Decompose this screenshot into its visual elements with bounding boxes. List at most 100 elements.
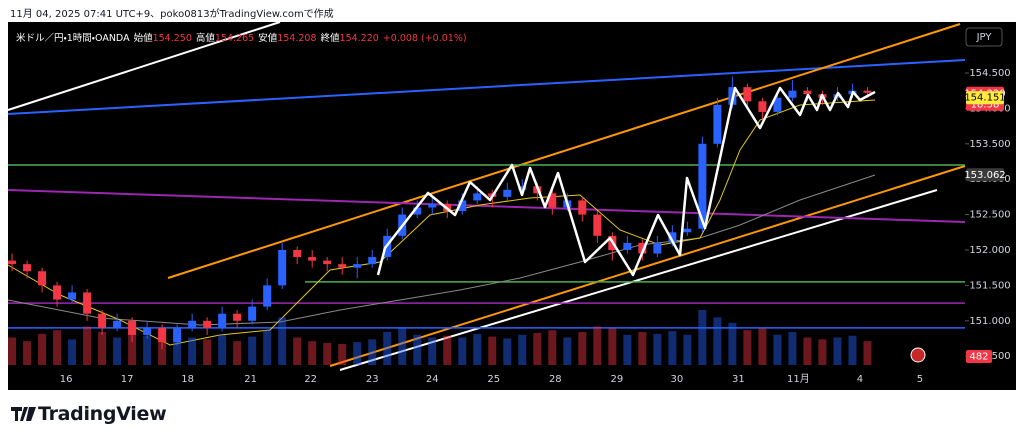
volume-bar	[293, 337, 302, 365]
volume-bar	[593, 326, 602, 365]
volume-bar	[443, 335, 452, 365]
candle-body	[578, 200, 587, 215]
candle-body	[248, 306, 257, 321]
x-tick-label: 21	[244, 374, 257, 385]
price-label: 154.151	[964, 93, 1005, 104]
candle-body	[173, 327, 182, 343]
volume-bar	[143, 335, 152, 365]
volume-label: 482	[969, 352, 988, 363]
price-label-bg	[966, 168, 1004, 182]
y-tick-label: 151.000	[969, 316, 1010, 327]
candle-body	[8, 260, 17, 265]
y-tick-label: 154.500	[969, 68, 1010, 79]
x-tick-label: 18	[181, 374, 194, 385]
volume-bar	[668, 331, 677, 365]
volume-bar	[758, 328, 767, 365]
x-tick-label: 23	[366, 374, 379, 385]
volume-bar	[848, 335, 857, 365]
trend-line	[7, 59, 966, 115]
volume-bar	[518, 334, 527, 365]
price-label-bg	[966, 91, 1004, 105]
candle-body	[698, 143, 707, 229]
ohlc-name: 始値	[133, 33, 153, 44]
y-tick-label: 152.500	[969, 210, 1010, 221]
volume-bar	[53, 330, 62, 365]
volume-bar	[338, 343, 347, 365]
candle-body	[188, 320, 197, 328]
zigzag	[376, 86, 876, 277]
event-flag	[910, 347, 926, 363]
candle-body	[548, 193, 557, 208]
candle-body	[53, 285, 62, 300]
candle-body	[653, 242, 662, 254]
candle-body	[113, 320, 122, 328]
volume-bar	[233, 341, 242, 365]
candle-body	[593, 214, 602, 236]
candle-body	[458, 200, 467, 212]
candle-body	[143, 327, 152, 335]
volume-bar	[698, 310, 707, 365]
x-tick-label: 30	[670, 374, 683, 385]
candle-body	[788, 90, 797, 98]
currency-box	[965, 27, 1003, 47]
candle-body	[518, 186, 527, 190]
ma-slow	[7, 174, 876, 326]
volume-bar	[188, 337, 197, 365]
symbol: 米ドル／円・1時間・OANDA	[16, 33, 130, 44]
currency: JPY	[976, 32, 993, 43]
volume-bar	[173, 332, 182, 365]
ma-fast	[7, 99, 876, 346]
y-tick-label: 152.000	[969, 245, 1010, 256]
volume-bar	[23, 341, 32, 365]
x-tick-label: 5	[917, 374, 923, 385]
candle-body	[713, 104, 722, 144]
price-label: 153.062	[964, 170, 1005, 181]
x-tick-label: 11月	[787, 373, 810, 385]
candle-body	[263, 285, 272, 307]
brand: TradingView	[38, 403, 167, 425]
volume-bar	[488, 336, 497, 365]
volume-bar	[383, 332, 392, 365]
candle-body	[323, 260, 332, 265]
ohlc-name: 高値	[195, 33, 215, 44]
volume-bar	[563, 337, 572, 365]
channel-line	[329, 165, 966, 367]
candle-body	[293, 249, 302, 258]
channel-line	[167, 23, 961, 279]
volume-bar	[788, 332, 797, 365]
x-tick-label: 22	[304, 374, 317, 385]
candle-body	[203, 320, 212, 328]
candle-body	[128, 320, 137, 335]
volume-bar	[743, 330, 752, 365]
candle-body	[353, 264, 362, 268]
volume-bar	[8, 337, 17, 365]
volume-bar	[113, 337, 122, 365]
volume-bar	[683, 334, 692, 365]
candle-body	[38, 271, 47, 286]
candle-body	[218, 313, 227, 328]
candle-body	[158, 327, 167, 343]
candle-body	[503, 189, 512, 197]
x-tick-label: 25	[487, 374, 500, 385]
volume-bar	[323, 343, 332, 365]
candle-body	[758, 101, 767, 112]
volume-bar	[608, 328, 617, 365]
volume-bar	[413, 334, 422, 365]
change: +0.008 (+0.01%)	[382, 33, 467, 44]
price-axis	[965, 22, 1016, 390]
candle-body	[23, 264, 32, 272]
logo-icon	[11, 407, 36, 421]
volume-bar	[623, 334, 632, 365]
volume-bar	[368, 339, 377, 365]
trend-line	[7, 21, 281, 111]
volume-bar	[353, 342, 362, 365]
candle-body	[413, 207, 422, 215]
countdown: 18:58	[971, 99, 1000, 110]
x-tick-label: 4	[857, 374, 863, 385]
volume-bar	[638, 332, 647, 365]
candle-body	[473, 193, 482, 201]
candle-body	[668, 232, 677, 243]
candle-body	[743, 87, 752, 102]
